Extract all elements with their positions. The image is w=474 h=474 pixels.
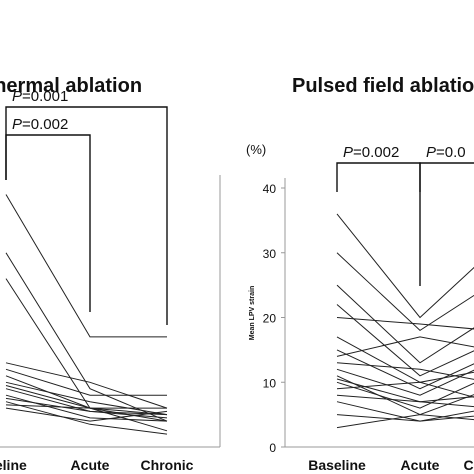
p-value-label: P=0.001	[12, 88, 68, 105]
p-value-label: P=0.002	[12, 116, 68, 133]
series-line-18	[336, 414, 474, 429]
significance-bracket	[419, 162, 474, 192]
series-line-1	[5, 194, 167, 338]
x-tick-label: Acute	[71, 457, 110, 473]
significance-bracket	[5, 106, 168, 325]
y-tick-label: 10	[263, 376, 277, 390]
right-series-lines	[336, 213, 474, 429]
x-tick-label: Baseline	[308, 457, 366, 473]
series-line-5	[336, 317, 474, 330]
series-line-14	[336, 381, 474, 398]
series-line-5	[5, 368, 167, 396]
series-line-7	[5, 381, 168, 416]
series-line-13	[336, 381, 474, 409]
series-line-1	[336, 213, 474, 319]
series-line-15	[336, 394, 474, 408]
series-line-7	[336, 349, 474, 390]
series-line-10	[336, 368, 474, 396]
series-line-4	[5, 362, 168, 409]
y-tick-label: 30	[263, 247, 277, 261]
left-x-ticks: Baseline Acute Chronic	[0, 457, 194, 473]
panel-title-left: Thermal ablation	[0, 75, 142, 97]
right-axes	[284, 178, 474, 448]
p-value-label: P=0.0	[426, 144, 466, 161]
y-axis-unit: (%)	[246, 142, 266, 157]
series-line-11	[5, 397, 168, 416]
y-axis-label: Mean LPV strain	[249, 286, 256, 340]
right-y-ticks: 0 10 20 30 40	[263, 182, 285, 455]
right-significance-brackets: P=0.002 P=0.0	[336, 144, 474, 286]
panel-title-right: Pulsed field ablation	[292, 75, 474, 97]
series-line-3	[5, 278, 167, 409]
series-line-9	[336, 362, 474, 380]
series-line-8	[336, 336, 474, 357]
right-x-ticks: Baseline Acute Chronic	[308, 457, 474, 473]
series-line-14	[5, 407, 168, 422]
y-tick-label: 20	[263, 312, 277, 326]
significance-bracket	[5, 134, 91, 312]
significance-bracket	[336, 162, 421, 286]
left-significance-brackets: P=0.002 P=0.001	[5, 88, 168, 325]
x-tick-label: Acute	[401, 457, 440, 473]
series-line-2	[336, 252, 474, 332]
p-value-label: P=0.002	[343, 144, 399, 161]
series-line-12	[5, 401, 168, 435]
series-line-13	[5, 404, 168, 422]
y-tick-label: 0	[269, 441, 276, 455]
x-tick-label: Chronic	[464, 457, 474, 473]
x-tick-label: Chronic	[141, 457, 194, 473]
series-line-17	[336, 410, 474, 422]
left-axes	[0, 175, 221, 448]
left-series-lines	[5, 194, 168, 435]
series-line-4	[336, 304, 474, 377]
x-tick-label: Baseline	[0, 457, 27, 473]
series-line-3	[336, 284, 474, 364]
y-tick-label: 40	[263, 182, 277, 196]
